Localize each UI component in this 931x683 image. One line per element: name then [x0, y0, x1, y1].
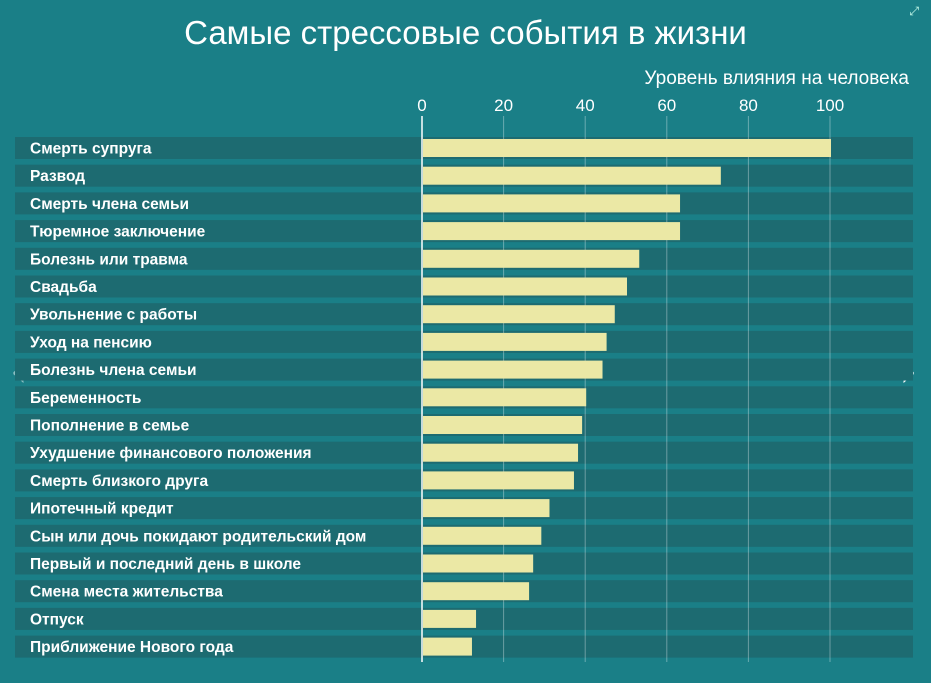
x-tick-label: 40 — [576, 96, 595, 115]
bar — [423, 637, 472, 656]
category-label: Приближение Нового года — [30, 639, 234, 656]
x-tick-label: 60 — [657, 96, 676, 115]
category-label: Первый и последний день в школе — [30, 556, 301, 573]
bar — [423, 277, 627, 296]
category-label: Пополнение в семье — [30, 418, 190, 435]
expand-icon[interactable]: ⤢ — [909, 4, 919, 18]
x-tick-label: 0 — [417, 96, 426, 115]
category-label: Развод — [30, 168, 85, 185]
bar — [423, 332, 607, 351]
x-axis-label: Уровень влияния на человека — [644, 68, 909, 89]
bar — [423, 360, 603, 379]
x-tick-label: 80 — [739, 96, 758, 115]
bar — [423, 499, 550, 518]
category-label: Смерть близкого друга — [30, 473, 208, 490]
bar — [423, 526, 542, 545]
bar — [423, 554, 534, 573]
bar — [423, 471, 574, 490]
bar — [423, 388, 587, 407]
category-label: Сын или дочь покидают родительский дом — [30, 528, 366, 545]
x-tick-label: 20 — [494, 96, 513, 115]
category-label: Болезнь или травма — [30, 251, 188, 268]
bar — [423, 416, 583, 434]
bar — [423, 222, 681, 241]
category-label: Уход на пенсию — [30, 334, 152, 351]
bar — [423, 443, 579, 462]
category-label: Болезнь члена семьи — [30, 362, 197, 379]
bar — [423, 305, 615, 324]
category-label: Тюремное заключение — [30, 224, 206, 241]
bar — [423, 609, 477, 628]
bar — [423, 194, 681, 213]
bar — [423, 166, 721, 185]
category-label: Ухудшение финансового положения — [30, 445, 312, 462]
category-label: Отпуск — [30, 611, 84, 628]
category-label: Ипотечный кредит — [30, 501, 174, 518]
bar — [423, 249, 640, 268]
bar — [423, 139, 831, 157]
category-label: Увольнение с работы — [30, 307, 197, 324]
bar — [423, 582, 530, 601]
category-label: Беременность — [30, 390, 141, 407]
x-tick-label: 100 — [816, 96, 844, 115]
category-label: Свадьба — [30, 279, 97, 296]
category-label: Смерть супруга — [30, 141, 152, 158]
category-label: Смерть члена семьи — [30, 196, 189, 213]
category-label: Смена места жительства — [30, 584, 223, 601]
chart-title: Самые стрессовые события в жизни — [184, 14, 747, 51]
